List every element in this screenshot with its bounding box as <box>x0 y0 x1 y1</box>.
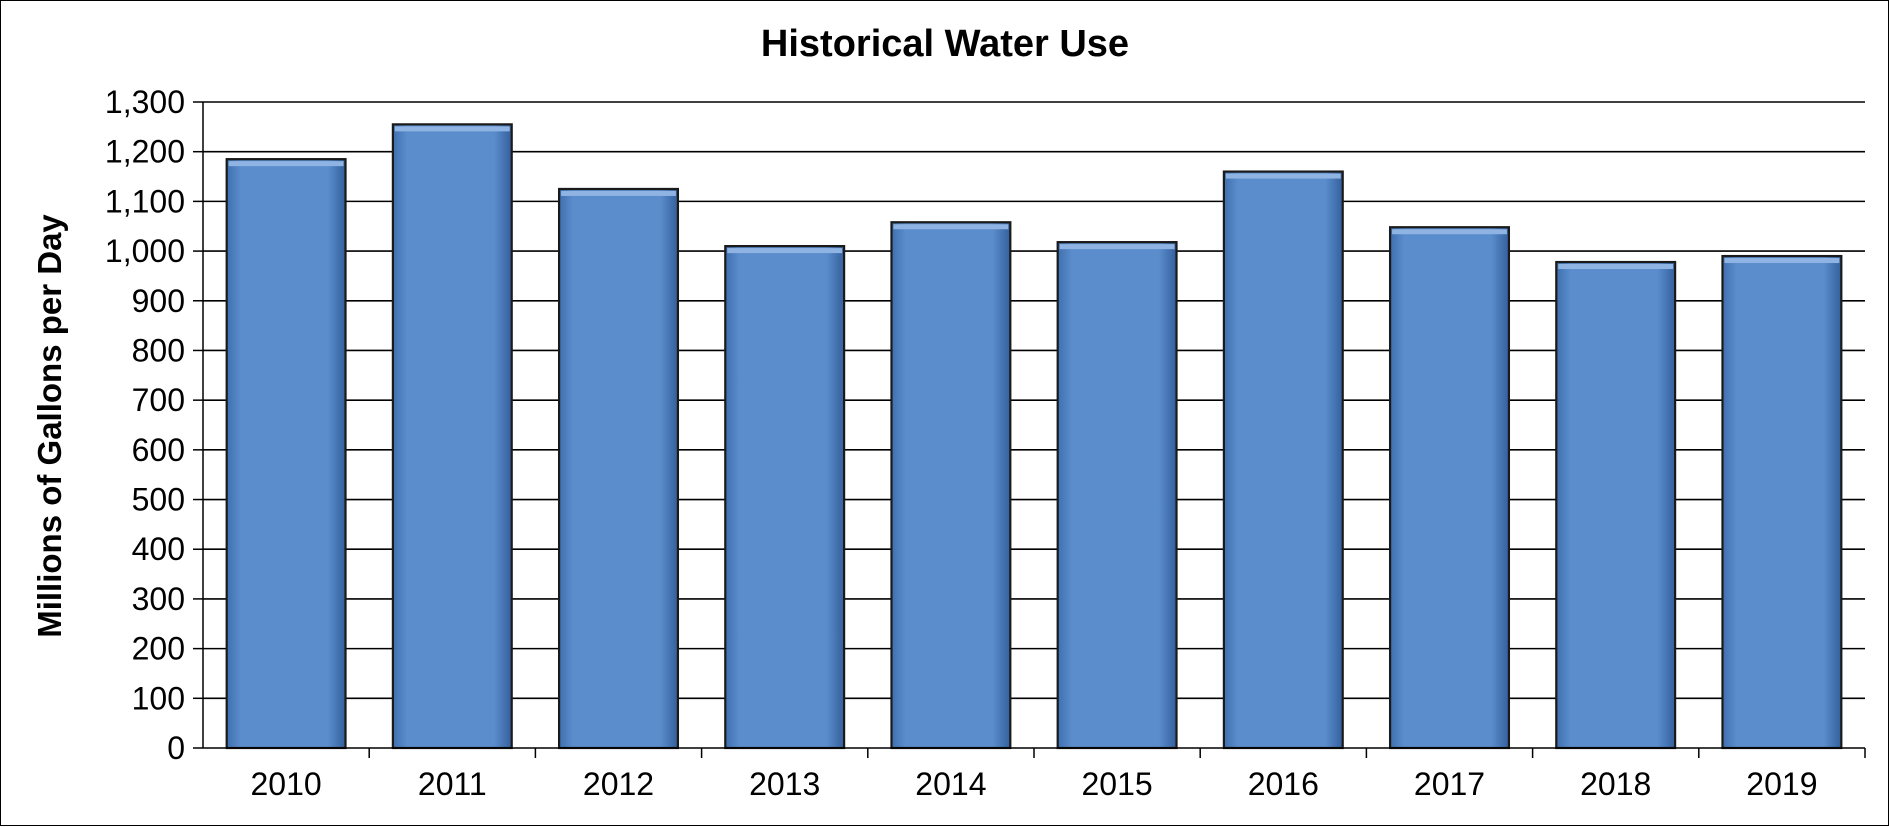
y-tick-label: 1,300 <box>105 84 185 120</box>
bar-2019 <box>1721 254 1843 750</box>
y-tick-label: 800 <box>132 332 185 368</box>
y-tick-label: 400 <box>132 531 185 567</box>
bar-2018 <box>1555 260 1677 750</box>
y-tick-label: 1,200 <box>105 134 185 170</box>
x-tick-label: 2011 <box>418 766 487 802</box>
chart-title: Historical Water Use <box>761 23 1129 65</box>
x-tick-label: 2013 <box>749 766 820 802</box>
y-tick-label: 700 <box>132 382 185 418</box>
bar-2015 <box>1056 241 1178 750</box>
bar-top-bevel <box>727 248 843 254</box>
bar <box>557 187 680 750</box>
x-tick-label: 2016 <box>1248 766 1319 802</box>
bar-top-bevel <box>1392 229 1507 235</box>
bar-top-bevel <box>394 126 510 132</box>
y-tick-label: 100 <box>132 680 185 716</box>
bar <box>391 123 513 750</box>
bar <box>1222 170 1344 750</box>
y-tick-label: 900 <box>132 283 185 319</box>
y-tick-label: 200 <box>132 631 185 667</box>
bar <box>724 245 846 750</box>
y-tick-label: 1,100 <box>105 183 185 219</box>
bar-top-bevel <box>561 190 676 196</box>
bar-top-bevel <box>228 161 344 167</box>
bar <box>890 221 1012 750</box>
y-tick-label: 1,000 <box>105 233 185 269</box>
bar <box>1721 254 1843 750</box>
bar-2014 <box>890 221 1012 750</box>
bar <box>1555 260 1677 750</box>
x-tick-label: 2017 <box>1414 766 1485 802</box>
bar-2013 <box>724 245 846 750</box>
bar-2016 <box>1222 170 1344 750</box>
bar-top-bevel <box>1724 258 1840 264</box>
bar-top-bevel <box>1225 173 1341 179</box>
bar-top-bevel <box>1059 244 1175 250</box>
x-tick-label: 2014 <box>915 766 986 802</box>
bar <box>225 158 347 750</box>
x-tick-label: 2012 <box>583 766 654 802</box>
bar-2017 <box>1388 226 1511 750</box>
y-tick-labels: 0 100 200 300 400 500 600 700 800 900 1,000 1,100 1,… <box>105 84 185 766</box>
bar <box>1388 226 1511 750</box>
y-tick-label: 500 <box>132 482 185 518</box>
bar <box>1056 241 1178 750</box>
y-tick-label: 0 <box>167 730 185 766</box>
bar-2010 <box>225 158 347 750</box>
y-tick-label: 600 <box>132 432 185 468</box>
bar-2011 <box>391 123 513 750</box>
x-tick-labels: 2010 2011 2012 2013 2014 2015 2016 2017 2018 2019 <box>251 766 1818 802</box>
x-tick-label: 2015 <box>1082 766 1153 802</box>
bar-2012 <box>557 187 680 750</box>
y-axis-title: Millions of Gallons per Day <box>31 214 68 638</box>
bars <box>225 123 1843 750</box>
x-tick-label: 2018 <box>1580 766 1651 802</box>
bar-top-bevel <box>893 224 1009 230</box>
axes <box>193 101 1866 758</box>
x-tick-label: 2010 <box>251 766 322 802</box>
y-tick-label: 300 <box>132 581 185 617</box>
x-tick-label: 2019 <box>1746 766 1817 802</box>
bar-top-bevel <box>1558 264 1674 270</box>
